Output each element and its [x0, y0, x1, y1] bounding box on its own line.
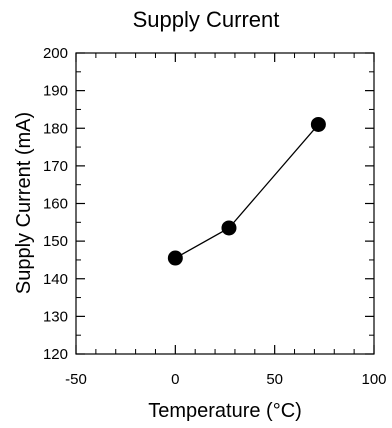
major-ticks [75, 52, 375, 355]
y-tick-label: 140 [43, 271, 68, 288]
x-tick-label: -50 [65, 371, 87, 388]
x-tick-labels: -50 0 50 100 [65, 371, 386, 388]
series-layer [167, 116, 326, 266]
plot-frame [75, 52, 375, 355]
series-line [174, 124, 319, 259]
y-tick-label: 170 [43, 158, 68, 175]
y-tick-label: 120 [43, 346, 68, 363]
y-axis-label: Supply Current (mA) [13, 112, 35, 294]
minor-ticks [76, 53, 374, 354]
x-tick-label: 0 [171, 371, 179, 388]
x-axis-label: Temperature (°C) [148, 400, 302, 422]
x-tick-label: 100 [361, 371, 386, 388]
data-point [310, 116, 326, 132]
y-tick-label: 150 [43, 233, 68, 250]
data-point [221, 220, 237, 236]
y-tick-label: 190 [43, 83, 68, 100]
y-tick-label: 180 [43, 120, 68, 137]
y-tick-label: 130 [43, 308, 68, 325]
y-tick-label: 200 [43, 45, 68, 62]
y-tick-labels: 120 130 140 150 160 170 180 190 200 [43, 45, 68, 363]
y-tick-label: 160 [43, 196, 68, 213]
data-point [167, 250, 183, 266]
x-tick-label: 50 [266, 371, 283, 388]
chart-title: Supply Current [133, 7, 280, 32]
